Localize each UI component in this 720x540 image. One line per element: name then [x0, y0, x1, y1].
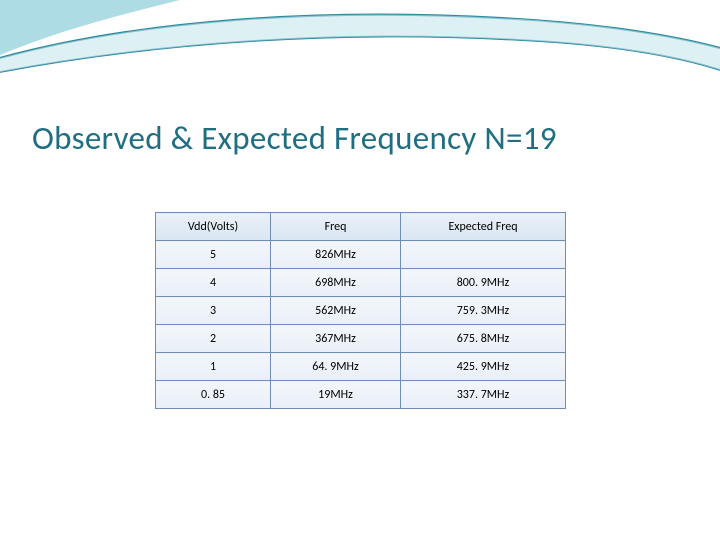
- table-row: 0. 85 19MHz 337. 7MHz: [156, 381, 566, 409]
- col-header-vdd: Vdd(Volts): [156, 213, 271, 241]
- table-row: 5 826MHz: [156, 241, 566, 269]
- cell-freq: 367MHz: [271, 325, 401, 353]
- cell-expected: 759. 3MHz: [401, 297, 566, 325]
- table-row: 3 562MHz 759. 3MHz: [156, 297, 566, 325]
- cell-freq: 19MHz: [271, 381, 401, 409]
- cell-vdd: 4: [156, 269, 271, 297]
- cell-freq: 698MHz: [271, 269, 401, 297]
- col-header-expected: Expected Freq: [401, 213, 566, 241]
- cell-vdd: 5: [156, 241, 271, 269]
- cell-vdd: 0. 85: [156, 381, 271, 409]
- cell-expected: 337. 7MHz: [401, 381, 566, 409]
- table-header-row: Vdd(Volts) Freq Expected Freq: [156, 213, 566, 241]
- cell-vdd: 2: [156, 325, 271, 353]
- cell-expected: 425. 9MHz: [401, 353, 566, 381]
- cell-expected: [401, 241, 566, 269]
- table-row: 4 698MHz 800. 9MHz: [156, 269, 566, 297]
- page-title: Observed & Expected Frequency N=19: [32, 118, 557, 158]
- frequency-table: Vdd(Volts) Freq Expected Freq 5 826MHz 4…: [155, 212, 566, 409]
- table-row: 1 64. 9MHz 425. 9MHz: [156, 353, 566, 381]
- cell-expected: 675. 8MHz: [401, 325, 566, 353]
- cell-vdd: 1: [156, 353, 271, 381]
- cell-expected: 800. 9MHz: [401, 269, 566, 297]
- cell-freq: 826MHz: [271, 241, 401, 269]
- header-wave-decoration: [0, 0, 720, 100]
- col-header-freq: Freq: [271, 213, 401, 241]
- cell-freq: 562MHz: [271, 297, 401, 325]
- table-row: 2 367MHz 675. 8MHz: [156, 325, 566, 353]
- cell-freq: 64. 9MHz: [271, 353, 401, 381]
- cell-vdd: 3: [156, 297, 271, 325]
